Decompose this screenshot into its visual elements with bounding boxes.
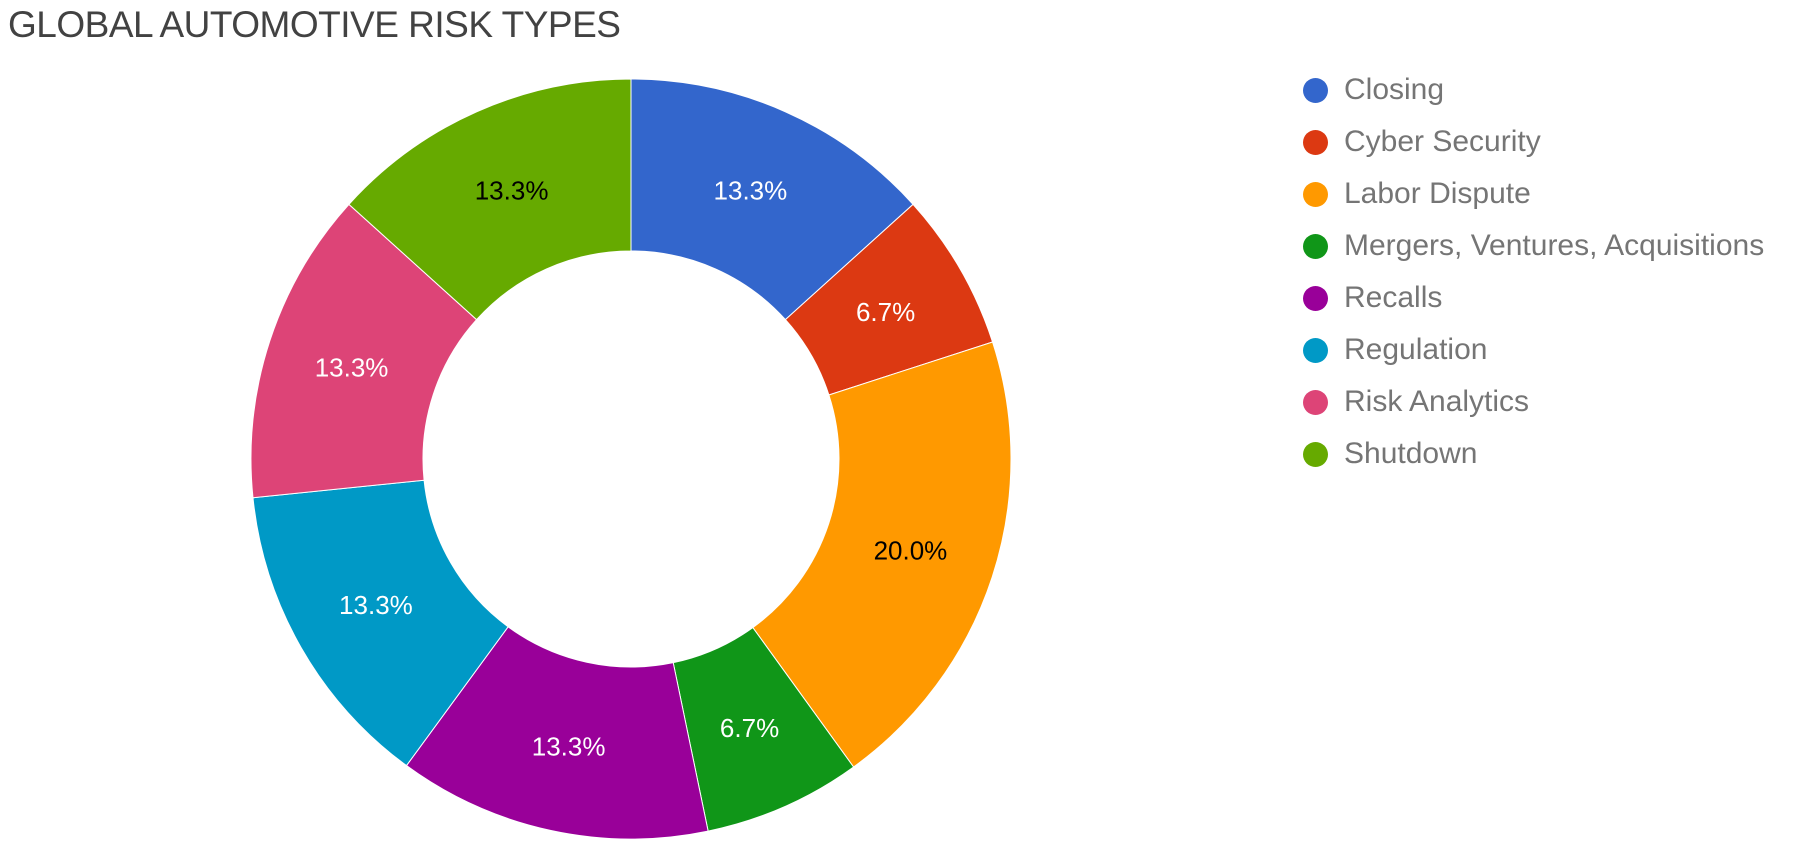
legend-swatch-icon (1303, 389, 1328, 415)
legend-label: Labor Dispute (1344, 177, 1531, 210)
slice-label-risk-analytics: 13.3% (315, 353, 389, 383)
legend-swatch-icon (1303, 181, 1328, 207)
legend-swatch-icon (1303, 441, 1328, 467)
legend-item-closing[interactable]: Closing (1303, 72, 1444, 108)
slice-label-shutdown: 13.3% (475, 175, 549, 205)
legend-swatch-icon (1303, 285, 1328, 311)
legend-label: Closing (1344, 73, 1445, 106)
slice-risk-analytics[interactable] (250, 203, 478, 499)
chart-title: GLOBAL AUTOMOTIVE RISK TYPES (8, 4, 621, 45)
legend-swatch-icon (1303, 129, 1328, 155)
slice-shutdown[interactable] (348, 78, 632, 321)
slice-recalls[interactable] (405, 626, 709, 840)
legend-label: Recalls (1344, 281, 1443, 314)
legend-item-shutdown[interactable]: Shutdown (1303, 436, 1477, 472)
slice-closing[interactable] (630, 78, 914, 321)
legend-swatch-icon (1303, 337, 1328, 363)
legend-item-labor-dispute[interactable]: Labor Dispute (1303, 176, 1531, 212)
slice-regulation[interactable] (252, 479, 509, 767)
legend-label: Mergers, Ventures, Acquisitions (1344, 229, 1765, 262)
legend-label: Cyber Security (1344, 125, 1541, 158)
slice-labor-dispute[interactable] (752, 341, 1012, 768)
legend-label: Risk Analytics (1344, 385, 1530, 418)
slice-label-mergers-ventures-acquisitions: 6.7% (720, 713, 779, 743)
slice-label-labor-dispute: 20.0% (874, 535, 948, 565)
slice-label-regulation: 13.3% (339, 590, 413, 620)
legend-label: Shutdown (1344, 437, 1478, 470)
legend-swatch-icon (1303, 233, 1328, 259)
legend-item-cyber-security[interactable]: Cyber Security (1303, 124, 1541, 160)
legend-item-mergers-ventures-acquisitions[interactable]: Mergers, Ventures, Acquisitions (1303, 228, 1764, 264)
slice-label-closing: 13.3% (714, 175, 788, 205)
legend-item-risk-analytics[interactable]: Risk Analytics (1303, 384, 1529, 420)
slice-label-recalls: 13.3% (532, 731, 606, 761)
legend-swatch-icon (1303, 77, 1328, 103)
legend-item-regulation[interactable]: Regulation (1303, 332, 1487, 368)
slices-group (250, 78, 1012, 840)
slice-labels-group: 13.3% 6.7% 20.0% 6.7% 13.3% 13.3% 13.3% 13.3% (315, 175, 948, 761)
legend-item-recalls[interactable]: Recalls (1303, 280, 1442, 316)
legend-label: Regulation (1344, 333, 1488, 366)
slice-label-cyber-security: 6.7% (856, 297, 915, 327)
